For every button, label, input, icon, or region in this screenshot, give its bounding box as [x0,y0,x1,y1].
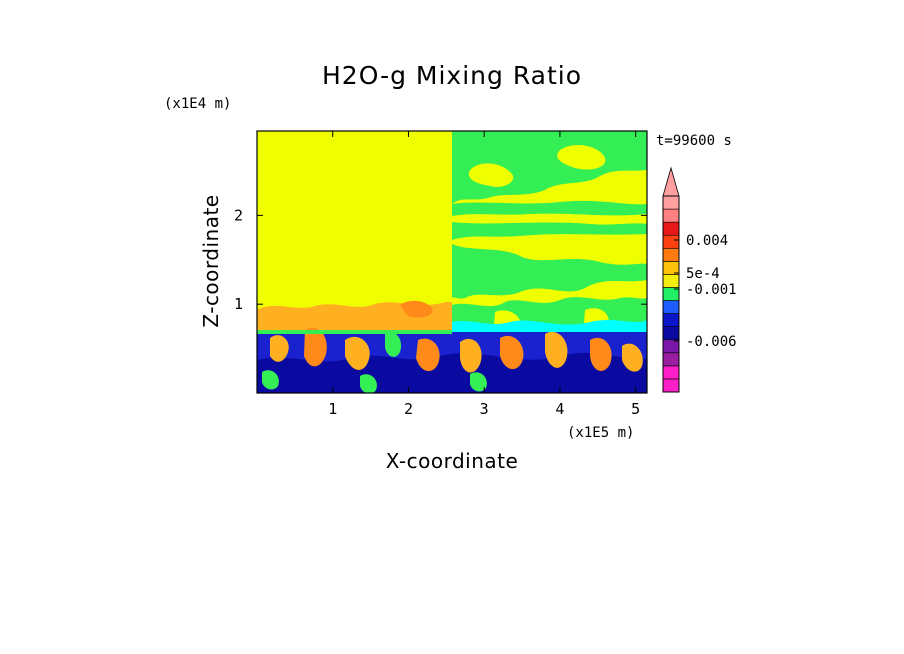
field-plume-10 [622,343,643,372]
field-plume-5 [416,338,440,372]
x-tick-label: 1 [328,400,337,418]
x-tick-label: 2 [404,400,413,418]
colorbar-tick-label: 5e-4 [686,266,720,282]
colorbar-frame [662,195,680,393]
colorbar-extend-arrow [662,166,680,197]
heatmap-field [256,130,648,394]
x-axis-label: X-coordinate [386,449,519,473]
field-green-left [257,330,452,334]
colorbar-bin [662,365,680,380]
colorbar-bin [662,352,680,367]
field-yellow-patch1 [468,163,514,187]
x-tick-label: 3 [480,400,489,418]
x-tick-label: 5 [631,400,640,418]
field-plume-13 [360,374,377,393]
field-plume-3 [345,336,370,370]
axes: 1 2 3 4 5 1 2 [234,131,647,418]
colorbar-bin [662,378,680,393]
field-green-band2 [452,222,647,240]
field-darkorange-upper [400,300,433,318]
colorbar-bin [662,247,680,262]
colorbar-bin [662,300,680,314]
colorbar-tick-label: -0.001 [686,282,737,298]
y-tick-label: 2 [234,206,243,224]
time-label: t=99600 s [656,133,732,149]
chart-title: H2O-g Mixing Ratio [322,61,582,90]
colorbar-bin [662,274,680,288]
colorbar-bin [662,339,680,354]
x-tick-label: 4 [555,400,564,418]
plot-frame [256,130,648,394]
field-yellow-patch2 [557,144,606,170]
y-unit-label: (x1E4 m) [164,96,231,112]
colorbar-bin [662,261,680,275]
field-plume-1 [270,335,289,362]
field-plume-7 [500,335,524,370]
colorbar: 0.004 5e-4-0.001 -0.006 [662,166,737,393]
colorbar-tick-label: 0.004 [686,233,728,249]
field-plume-9 [590,337,612,371]
colorbar-bin [662,208,680,223]
colorbar-bin [662,234,680,249]
field-plume-8 [545,331,568,368]
field-plume-4 [385,332,402,357]
colorbar-bin [662,326,680,341]
colorbar-bin [662,195,680,210]
field-green-band1 [452,200,647,216]
field-plume-6 [460,338,482,373]
colorbar-bin [662,313,680,327]
field-orange-upper [257,302,452,332]
field-green-band3 [452,244,647,299]
colorbar-bin [662,221,680,236]
colorbar-tick-label: -0.006 [686,334,737,350]
field-plume-12 [470,372,487,392]
field-plume-11 [262,370,279,390]
y-tick-label: 1 [234,295,243,313]
field-plume-2 [304,327,327,367]
x-unit-label: (x1E5 m) [567,425,634,441]
y-axis-label: Z-coordinate [199,194,223,327]
